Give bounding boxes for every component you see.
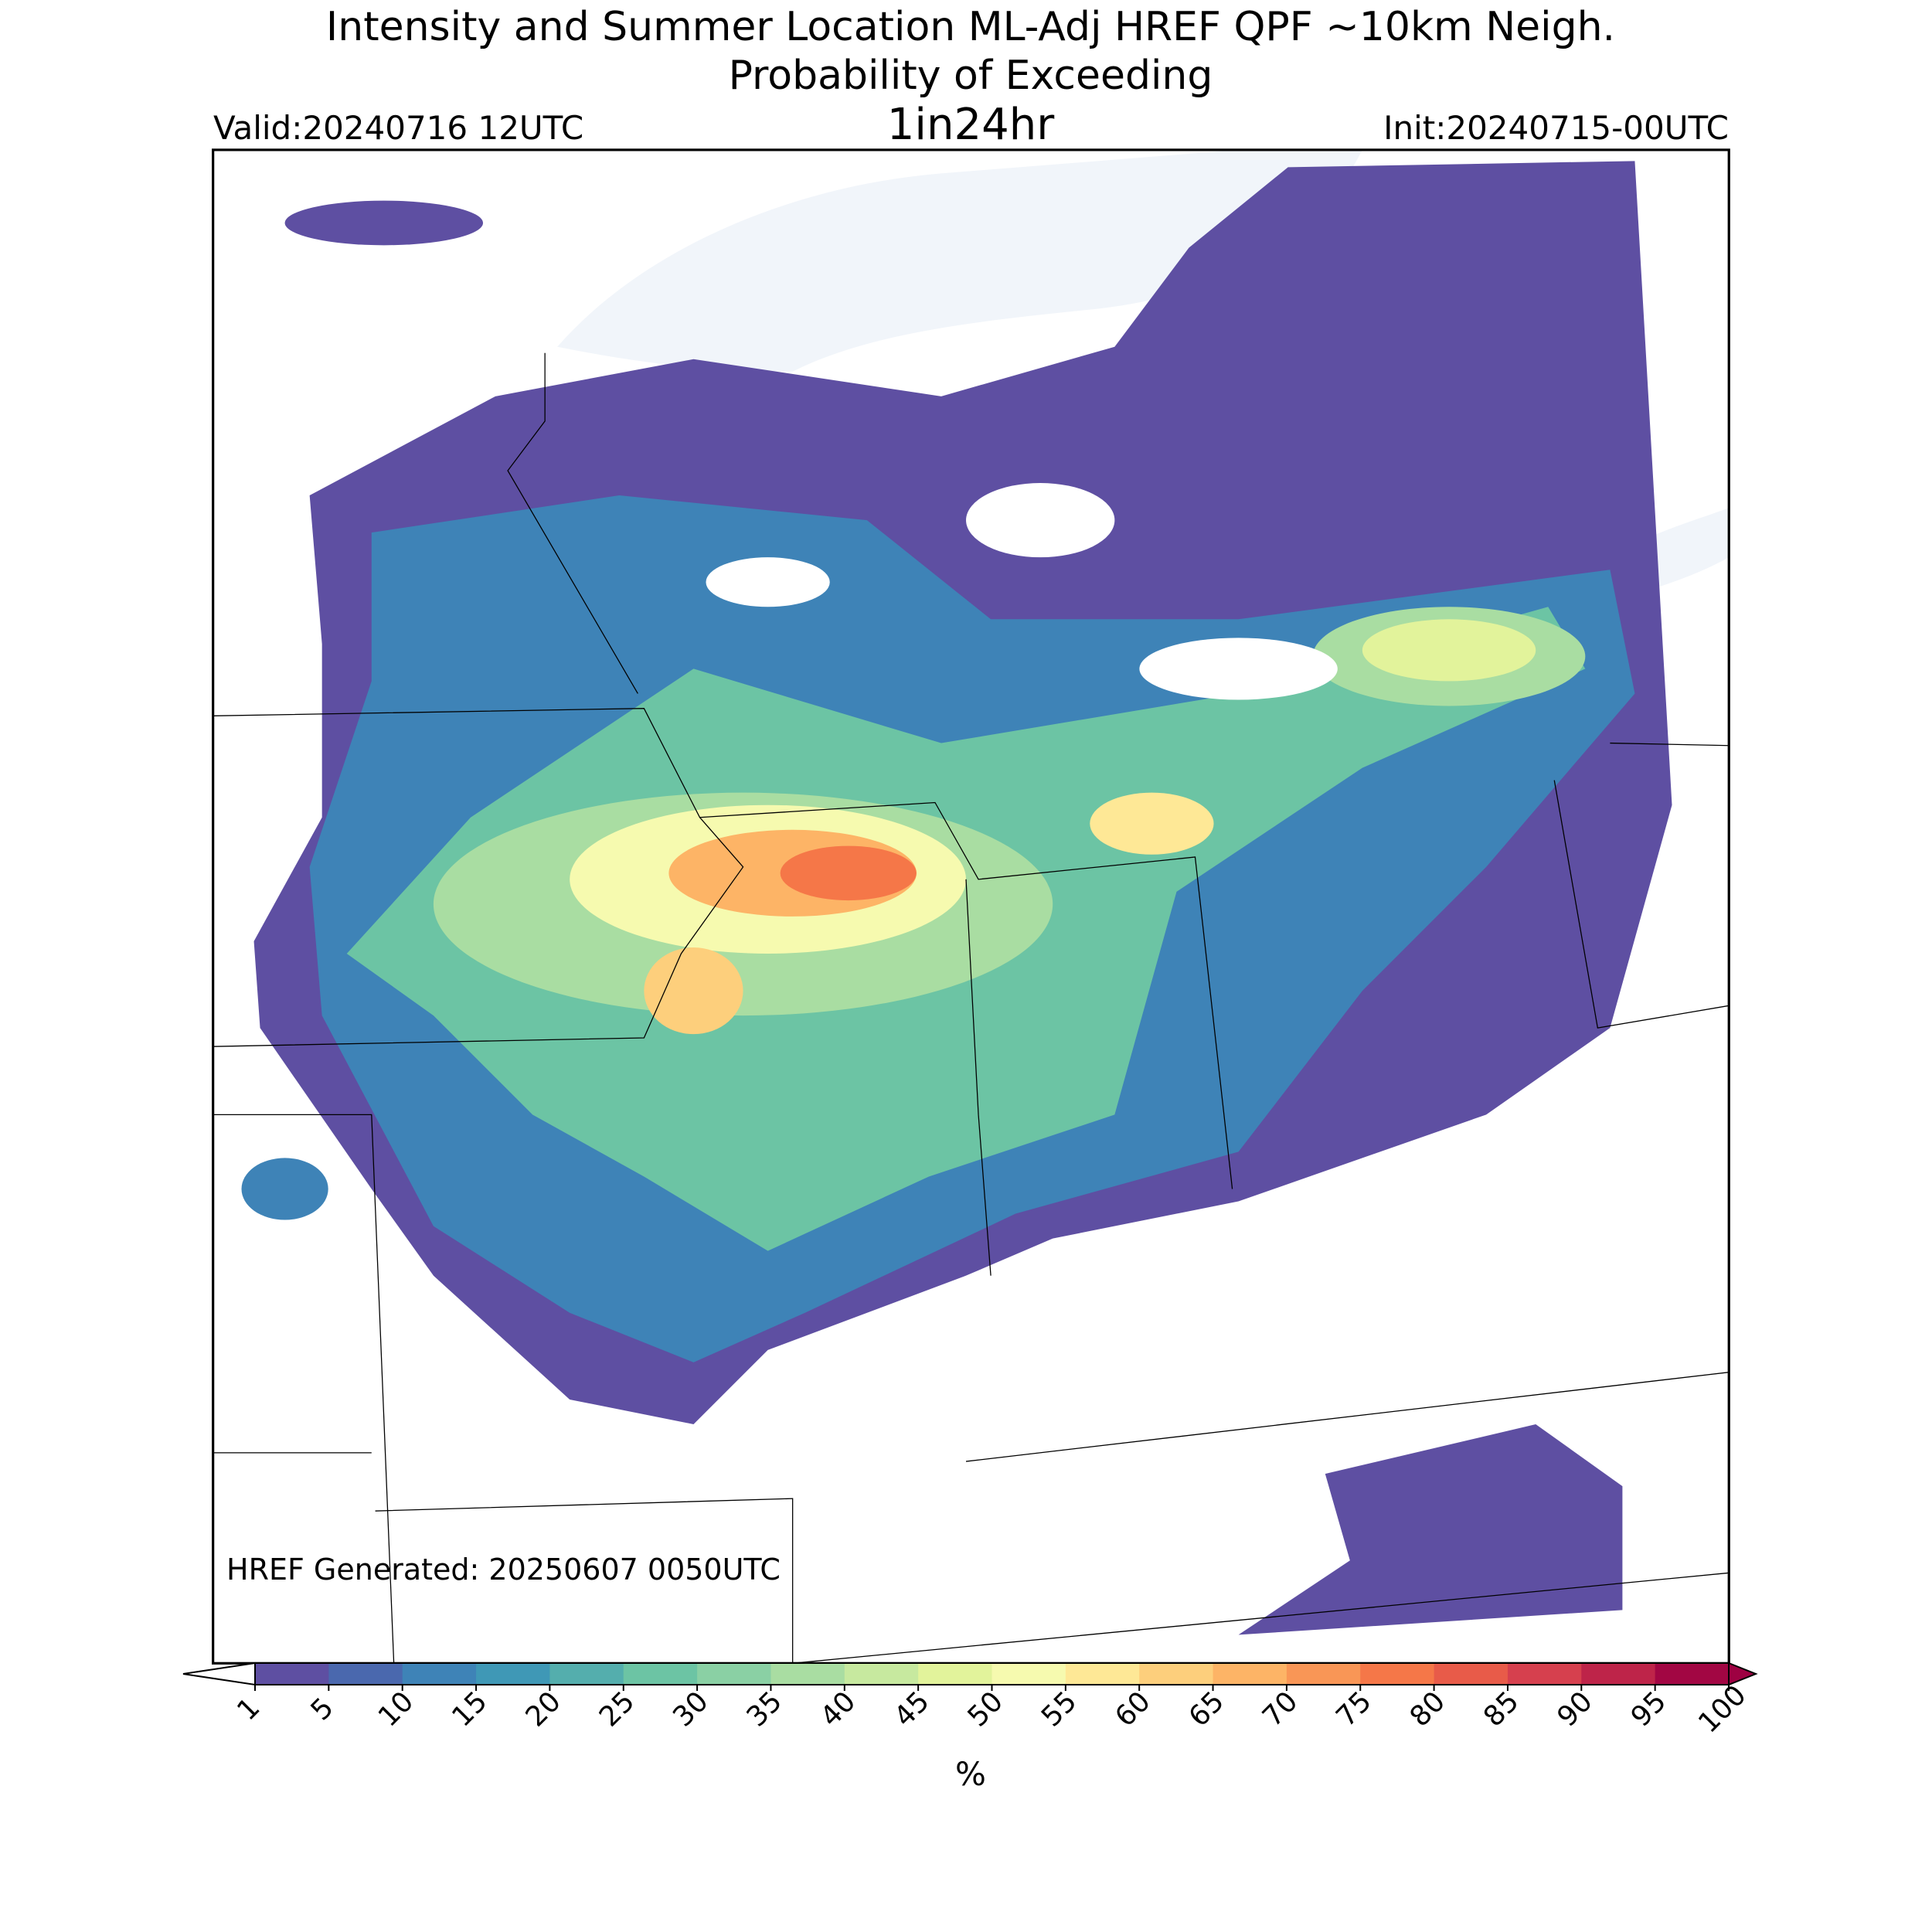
- field-75: [780, 845, 917, 901]
- valid-time: Valid:20240716 12UTC: [213, 109, 583, 147]
- colorbar-segment: [1655, 1663, 1730, 1685]
- init-time: Init:20240715-00UTC: [1383, 109, 1729, 147]
- borders: [213, 352, 1730, 1664]
- colorbar-segment: [918, 1663, 992, 1685]
- lake-superior: [557, 149, 1362, 372]
- period: 1in24hr: [887, 100, 1055, 150]
- colorbar-segment: [476, 1663, 550, 1685]
- field-60: [644, 947, 743, 1035]
- colorbar-segment: [1213, 1663, 1287, 1685]
- field-gap: [1139, 638, 1338, 700]
- field-gap: [966, 483, 1115, 558]
- colorbar-label: %: [955, 1755, 986, 1793]
- field-10: [241, 1158, 328, 1220]
- colorbar-segment: [844, 1663, 919, 1685]
- colorbar-segment: [1065, 1663, 1140, 1685]
- colorbar-segment: [1434, 1663, 1509, 1685]
- colorbar-segment: [402, 1663, 477, 1685]
- field-55: [1090, 792, 1214, 855]
- colorbar-segment: [697, 1663, 771, 1685]
- colorbar-segment: [255, 1663, 329, 1685]
- colorbar-segment: [1360, 1663, 1435, 1685]
- colorbar-segment: [1507, 1663, 1582, 1685]
- field-45: [1362, 619, 1536, 682]
- field-1: [1238, 1423, 1623, 1635]
- colorbar-segment: [992, 1663, 1066, 1685]
- colorbar-segment: [328, 1663, 403, 1685]
- colorbar-segment: [1139, 1663, 1214, 1685]
- title-line: Intensity and Summer Location ML-Adj HRE…: [326, 4, 1615, 50]
- colorbar-segment: [549, 1663, 624, 1685]
- field-gap: [706, 557, 830, 607]
- field-1: [284, 200, 484, 246]
- map: [212, 148, 1730, 1665]
- title-line: Probability of Exceeding: [729, 53, 1213, 99]
- colorbar-segment: [770, 1663, 845, 1685]
- generated-note: HREF Generated: 20250607 0050UTC: [226, 1553, 781, 1587]
- colorbar-segment: [1286, 1663, 1361, 1685]
- colorbar-segment: [1581, 1663, 1656, 1685]
- colorbar-segment: [623, 1663, 698, 1685]
